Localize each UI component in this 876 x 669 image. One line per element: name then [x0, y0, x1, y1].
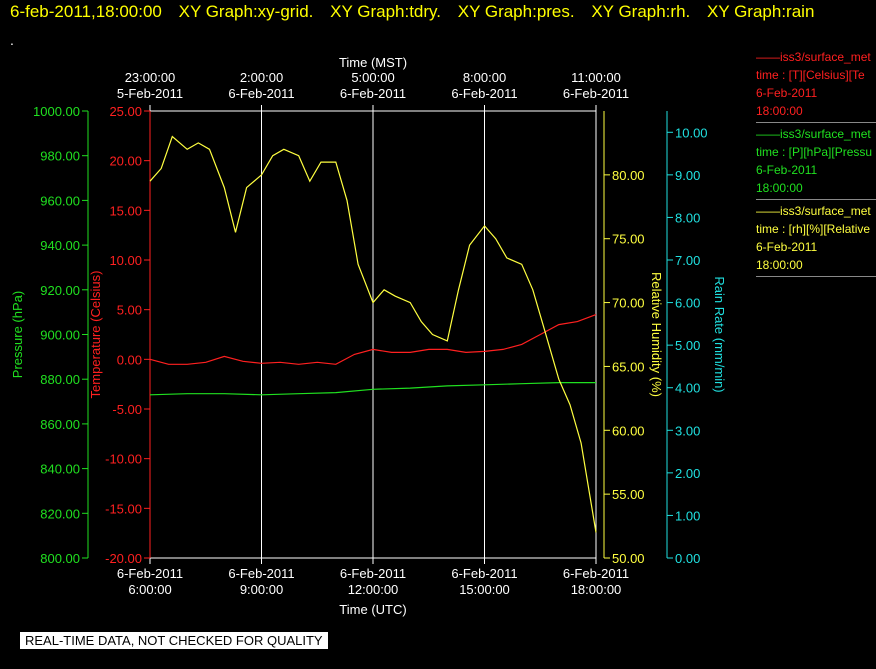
top-tick-label-date: 6-Feb-2011 [451, 86, 517, 101]
y-tick-label-rain: 0.00 [675, 551, 700, 566]
y-tick-label-pres: 880.00 [40, 372, 80, 387]
y-tick-label-pres: 860.00 [40, 417, 80, 432]
y-tick-label-pres: 980.00 [40, 149, 80, 164]
x-tick-label-date: 6-Feb-2011 [451, 566, 517, 581]
x-tick-label-time: 6:00:00 [128, 582, 171, 597]
top-tick-label-time: 11:00:00 [571, 70, 621, 85]
y-tick-label-rain: 9.00 [675, 168, 700, 183]
y-tick-label-rh: 60.00 [612, 423, 645, 438]
legend: ——iss3/surface_met time : [T][Celsius][T… [756, 48, 876, 279]
legend-date: 6-Feb-2011 [756, 240, 818, 254]
x-tick-label-date: 6-Feb-2011 [340, 566, 406, 581]
x-tick-label-time: 15:00:00 [459, 582, 510, 597]
x-tick-label-time: 18:00:00 [571, 582, 622, 597]
y-tick-label-rain: 7.00 [675, 253, 700, 268]
y-tick-label-pres: 960.00 [40, 193, 80, 208]
legend-date: 6-Feb-2011 [756, 163, 818, 177]
y-tick-label-rain: 4.00 [675, 381, 700, 396]
x-tick-label-time: 9:00:00 [240, 582, 283, 597]
x-tick-label-date: 6-Feb-2011 [563, 566, 629, 581]
x-axis-label: Time (UTC) [339, 602, 406, 617]
top-tick-label-date: 6-Feb-2011 [228, 86, 294, 101]
y-axis-label-temp: Temperature (Celsius) [88, 271, 103, 399]
legend-label: time : [P][hPa][Pressu [756, 145, 873, 159]
legend-label: time : [T][Celsius][Te [756, 68, 865, 82]
y-tick-label-rain: 5.00 [675, 338, 700, 353]
legend-entry-humidity: ——iss3/surface_met time : [rh][%][Relati… [756, 202, 876, 277]
y-tick-label-temp: -5.00 [112, 402, 142, 417]
y-axis-label-pres: Pressure (hPa) [10, 291, 25, 378]
x-tick-label-date: 6-Feb-2011 [117, 566, 183, 581]
legend-line: ——iss3/surface_met [756, 204, 871, 218]
y-tick-label-pres: 920.00 [40, 283, 80, 298]
tab-tdry[interactable]: XY Graph:tdry. [330, 2, 442, 21]
legend-time: 18:00:00 [756, 258, 803, 272]
y-tick-label-rh: 50.00 [612, 551, 645, 566]
y-tick-label-rain: 1.00 [675, 508, 700, 523]
top-tick-label-time: 8:00:00 [463, 70, 506, 85]
y-axis-label-rh: Relative Humidity (%) [649, 272, 664, 397]
y-tick-label-temp: -15.00 [105, 501, 142, 516]
top-tick-label-date: 6-Feb-2011 [563, 86, 629, 101]
y-tick-label-rh: 55.00 [612, 487, 645, 502]
top-axis-label: Time (MST) [339, 55, 407, 70]
y-tick-label-pres: 800.00 [40, 551, 80, 566]
legend-date: 6-Feb-2011 [756, 86, 818, 100]
y-tick-label-temp: -20.00 [105, 551, 142, 566]
y-tick-label-temp: 5.00 [117, 303, 142, 318]
quality-note: REAL-TIME DATA, NOT CHECKED FOR QUALITY [20, 632, 328, 649]
legend-entry-temperature: ——iss3/surface_met time : [T][Celsius][T… [756, 48, 876, 123]
y-tick-label-rh: 65.00 [612, 359, 645, 374]
y-tick-label-pres: 900.00 [40, 328, 80, 343]
top-tick-label-date: 5-Feb-2011 [117, 86, 183, 101]
y-tick-label-pres: 1000.00 [33, 104, 80, 119]
x-tick-label-date: 6-Feb-2011 [228, 566, 294, 581]
y-tick-label-pres: 820.00 [40, 506, 80, 521]
y-tick-label-rain: 3.00 [675, 423, 700, 438]
header-timestamp: 6-feb-2011,18:00:00 [10, 2, 162, 21]
y-tick-label-rain: 8.00 [675, 210, 700, 225]
top-tick-label-time: 5:00:00 [351, 70, 394, 85]
legend-entry-pressure: ——iss3/surface_met time : [P][hPa][Press… [756, 125, 876, 200]
y-axis-label-rain: Rain Rate (mm/min) [712, 276, 727, 392]
y-tick-label-pres: 840.00 [40, 462, 80, 477]
legend-line: ——iss3/surface_met [756, 127, 871, 141]
y-tick-label-rh: 70.00 [612, 296, 645, 311]
y-tick-label-pres: 940.00 [40, 238, 80, 253]
tab-pres[interactable]: XY Graph:pres. [457, 2, 575, 21]
tab-xy-grid[interactable]: XY Graph:xy-grid. [178, 2, 314, 21]
legend-time: 18:00:00 [756, 181, 803, 195]
top-tick-label-time: 23:00:00 [125, 70, 176, 85]
y-tick-label-rain: 6.00 [675, 296, 700, 311]
y-tick-label-rain: 2.00 [675, 466, 700, 481]
tab-rain[interactable]: XY Graph:rain [706, 2, 815, 21]
y-tick-label-rh: 80.00 [612, 168, 645, 183]
y-tick-label-temp: 10.00 [109, 253, 142, 268]
tab-rh[interactable]: XY Graph:rh. [591, 2, 691, 21]
y-tick-label-temp: 15.00 [109, 203, 142, 218]
series-line-temp [149, 314, 597, 365]
series-line-rh [149, 135, 597, 533]
y-tick-label-rh: 75.00 [612, 232, 645, 247]
header-dot: . [10, 32, 14, 48]
top-tick-label-date: 6-Feb-2011 [340, 86, 406, 101]
legend-line: ——iss3/surface_met [756, 50, 871, 64]
x-tick-label-time: 12:00:00 [348, 582, 399, 597]
legend-label: time : [rh][%][Relative [756, 222, 871, 236]
y-tick-label-temp: 20.00 [109, 154, 142, 169]
top-tick-label-time: 2:00:00 [240, 70, 283, 85]
series-line-pres [149, 382, 596, 396]
window-header: 6-feb-2011,18:00:00 XY Graph:xy-grid. XY… [10, 2, 814, 22]
y-tick-label-rain: 10.00 [675, 125, 708, 140]
y-tick-label-temp: 25.00 [109, 104, 142, 119]
legend-time: 18:00:00 [756, 104, 803, 118]
y-tick-label-temp: -10.00 [105, 452, 142, 467]
y-tick-label-temp: 0.00 [117, 352, 142, 367]
